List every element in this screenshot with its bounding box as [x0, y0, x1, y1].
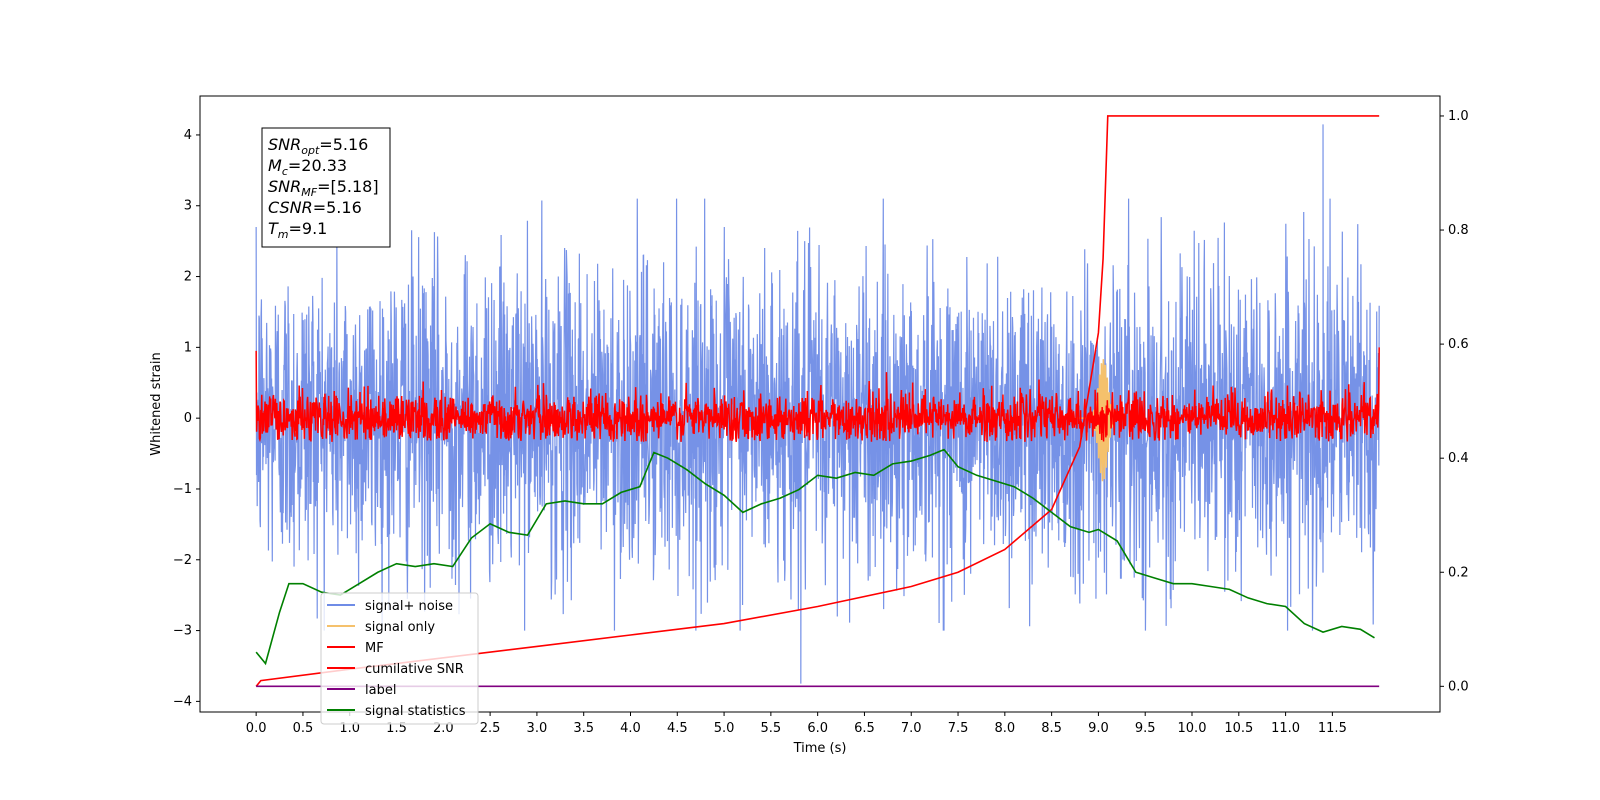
- series-mf: [255, 347, 1380, 443]
- annotation-line: SNRopt=5.16: [268, 135, 368, 157]
- x-tick-label: 9.0: [1088, 721, 1109, 736]
- x-tick-label: 3.5: [573, 721, 594, 736]
- annotation-line: CSNR=5.16: [268, 198, 362, 217]
- x-tick-label: 9.5: [1135, 721, 1156, 736]
- legend: signal+ noise signal only MF cumilative SNR…: [320, 592, 479, 725]
- legend-entry: signal statistics: [365, 704, 466, 719]
- x-tick-label: 1.0: [339, 721, 360, 736]
- x-tick-label: 7.0: [901, 721, 922, 736]
- axes-frame: [199, 95, 1441, 713]
- y-tick-label: 1: [184, 340, 192, 355]
- x-tick-label: 10.0: [1178, 721, 1207, 736]
- x-tick-label: 4.0: [620, 721, 641, 736]
- y-axis-left-ticks: −4 −3 −2 −1 0 1 2 3 4: [173, 128, 200, 709]
- x-tick-label: 5.5: [761, 721, 782, 736]
- x-tick-label: 2.0: [433, 721, 454, 736]
- x-tick-label: 11.5: [1318, 721, 1347, 736]
- x-tick-label: 4.5: [667, 721, 688, 736]
- y-tick-label: −4: [173, 694, 192, 709]
- y-tick-label: 0: [184, 411, 192, 426]
- legend-entry: MF: [365, 641, 384, 656]
- annotation-line: SNRMF=[5.18]: [268, 177, 379, 199]
- x-tick-label: 1.5: [386, 721, 407, 736]
- x-tick-label: 8.0: [994, 721, 1015, 736]
- y-tick-label: −3: [173, 624, 192, 639]
- legend-entry: signal only: [365, 620, 435, 635]
- annotation-frame: [261, 127, 391, 248]
- x-tick-label: 10.5: [1224, 721, 1253, 736]
- series-signal-statistics: [255, 448, 1375, 666]
- x-tick-label: 8.5: [1041, 721, 1062, 736]
- y2-tick-label: 0.0: [1448, 679, 1469, 694]
- y2-tick-label: 0.4: [1448, 451, 1469, 466]
- x-tick-label: 2.5: [480, 721, 501, 736]
- y2-tick-label: 0.8: [1448, 223, 1469, 238]
- x-tick-label: 6.5: [854, 721, 875, 736]
- x-tick-label: 0.0: [246, 721, 267, 736]
- x-tick-label: 11.0: [1271, 721, 1300, 736]
- y-tick-label: −2: [173, 553, 192, 568]
- y-axis-right-ticks: 0.0 0.2 0.4 0.6 0.8 1.0: [1440, 109, 1469, 694]
- series-signal-noise: [255, 124, 1380, 684]
- x-tick-label: 7.5: [948, 721, 969, 736]
- y-tick-label: −1: [173, 482, 192, 497]
- annotation-box: SNRopt=5.16Mc=20.33SNRMF=[5.18]CSNR=5.16…: [261, 127, 391, 248]
- x-tick-label: 3.0: [527, 721, 548, 736]
- y2-tick-label: 0.2: [1448, 565, 1469, 580]
- y-axis-label: Whitened strain: [149, 352, 164, 455]
- y2-tick-label: 0.6: [1448, 337, 1469, 352]
- y-tick-label: 2: [184, 270, 192, 285]
- annotation-line: Mc=20.33: [268, 156, 347, 178]
- legend-entry: cumilative SNR: [365, 662, 464, 677]
- annotation-line: Tm=9.1: [268, 219, 327, 241]
- x-axis-ticks: 0.0 0.5 1.0 1.5 2.0 2.5 3.0 3.5 4.0 4.5 5.0 5.5 6.0 6…: [246, 712, 1347, 736]
- y-tick-label: 3: [184, 199, 192, 214]
- y-tick-label: 4: [184, 128, 192, 143]
- x-tick-label: 0.5: [293, 721, 314, 736]
- x-tick-label: 5.0: [714, 721, 735, 736]
- x-axis-label: Time (s): [793, 741, 847, 756]
- y2-tick-label: 1.0: [1448, 109, 1469, 124]
- legend-entry: signal+ noise: [365, 599, 453, 614]
- legend-entry: label: [365, 683, 396, 698]
- legend-frame: [320, 592, 479, 725]
- x-tick-label: 6.0: [807, 721, 828, 736]
